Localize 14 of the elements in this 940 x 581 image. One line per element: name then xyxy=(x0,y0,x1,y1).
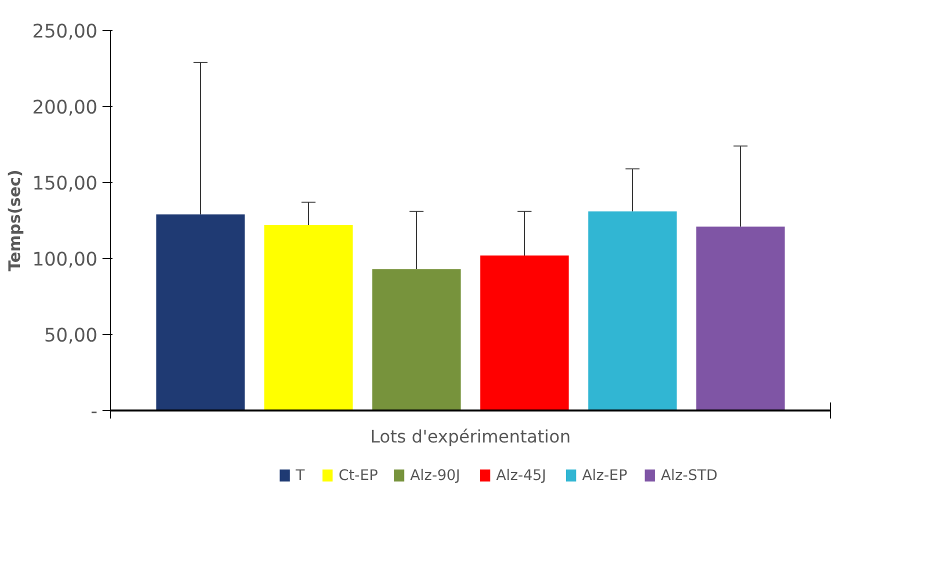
y-tick-label: 250,00 xyxy=(32,22,98,42)
legend-label: Alz-STD xyxy=(660,467,718,484)
y-tick-label: 50,00 xyxy=(44,326,98,346)
legend-label: T xyxy=(294,467,305,484)
y-axis-title: Temps(sec) xyxy=(5,170,24,272)
legend-label: Alz-45J xyxy=(496,467,546,484)
legend-label: Ct-EP xyxy=(338,467,378,484)
y-tick-label: 100,00 xyxy=(32,250,98,270)
legend-label: Alz-EP xyxy=(582,467,628,484)
y-tick-label: 200,00 xyxy=(32,98,98,118)
x-axis-title: Lots d'expérimentation xyxy=(370,428,571,448)
y-tick-label: 150,00 xyxy=(32,174,98,194)
legend-label: Alz-90J xyxy=(410,467,460,484)
y-tick-label: - xyxy=(90,402,98,422)
